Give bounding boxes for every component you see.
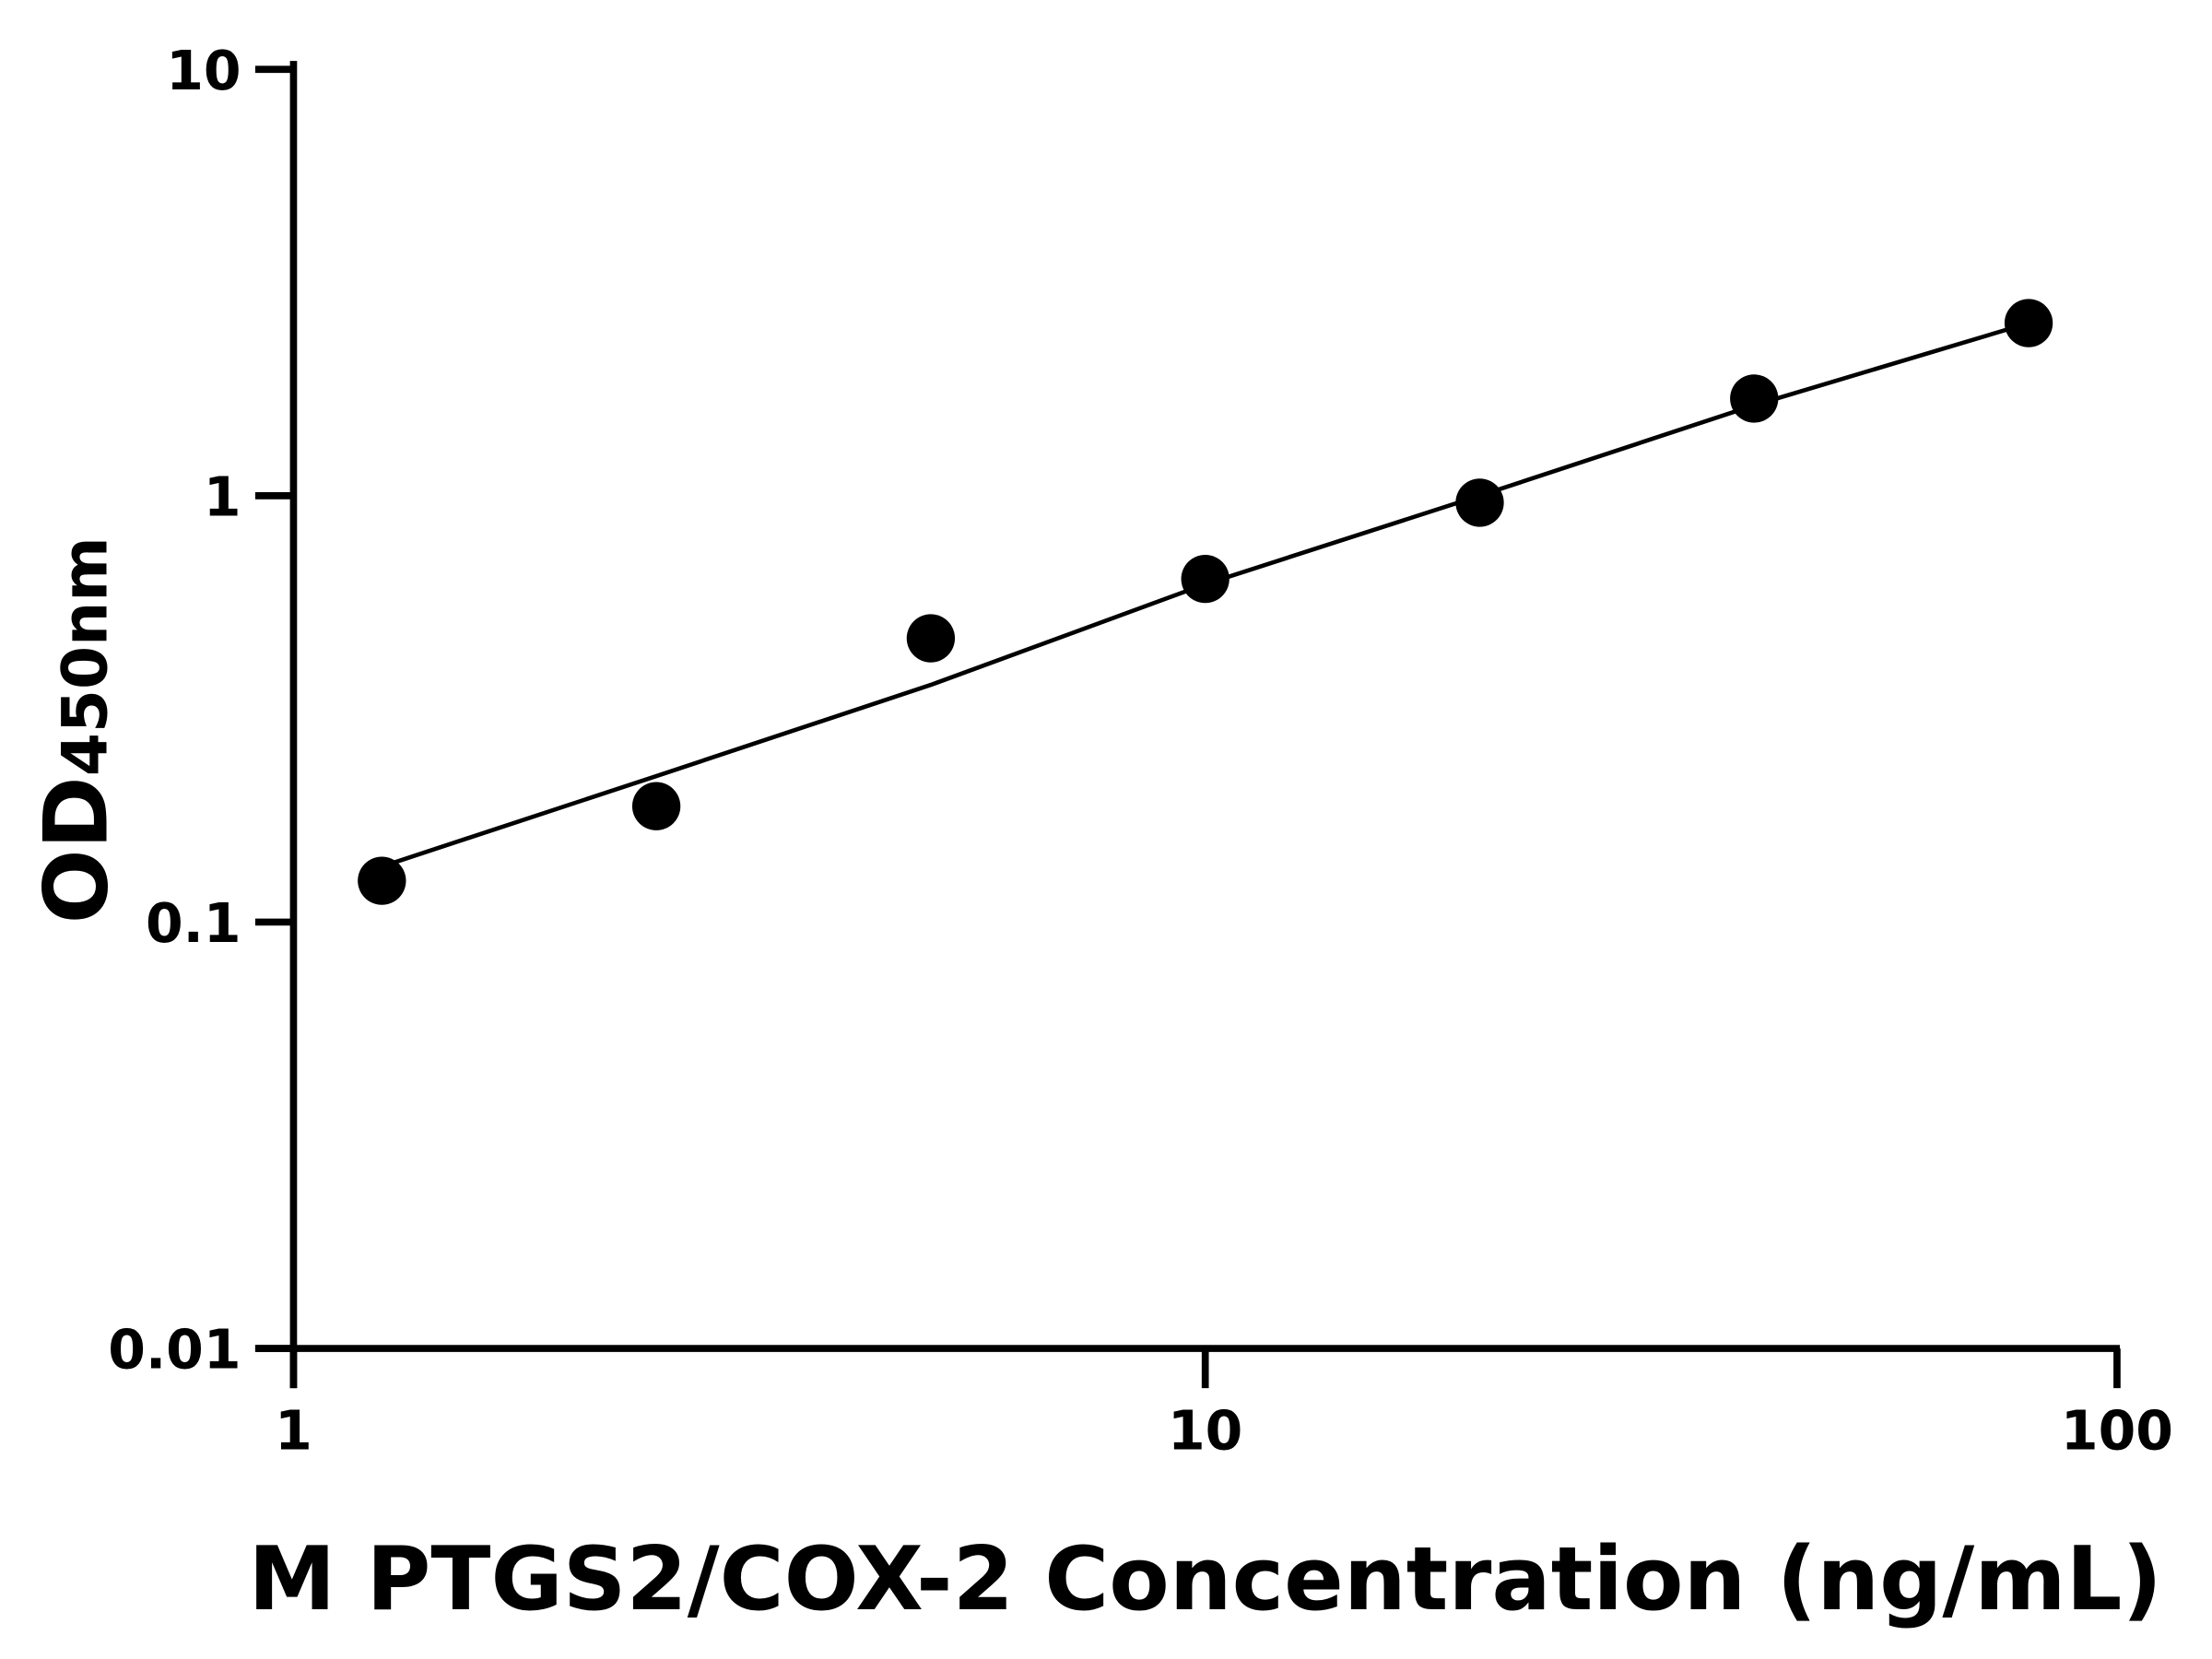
data-point xyxy=(1455,478,1504,527)
x-tick-label: 1 xyxy=(275,1399,312,1462)
x-axis-label: M PTGS2/COX-2 Concentration (ng/mL) xyxy=(248,1528,2162,1630)
data-point xyxy=(358,856,406,905)
y-tick-label: 0.1 xyxy=(146,892,241,955)
y-axis-label-sub: 450nm xyxy=(48,536,121,776)
x-tick-label: 10 xyxy=(1168,1399,1242,1462)
data-point xyxy=(631,782,681,830)
y-tick-label: 0.01 xyxy=(108,1319,241,1382)
axes xyxy=(254,61,2120,1389)
data-point xyxy=(2004,299,2053,347)
y-axis-label-main: OD xyxy=(25,776,127,924)
data-point xyxy=(906,614,956,663)
y-tick-label: 10 xyxy=(166,40,241,102)
y-tick-label: 1 xyxy=(204,465,241,528)
y-axis-label: OD450nm xyxy=(25,536,127,924)
x-tick-label: 100 xyxy=(2061,1399,2173,1462)
data-point xyxy=(1181,554,1230,604)
data-point xyxy=(1730,374,1779,423)
